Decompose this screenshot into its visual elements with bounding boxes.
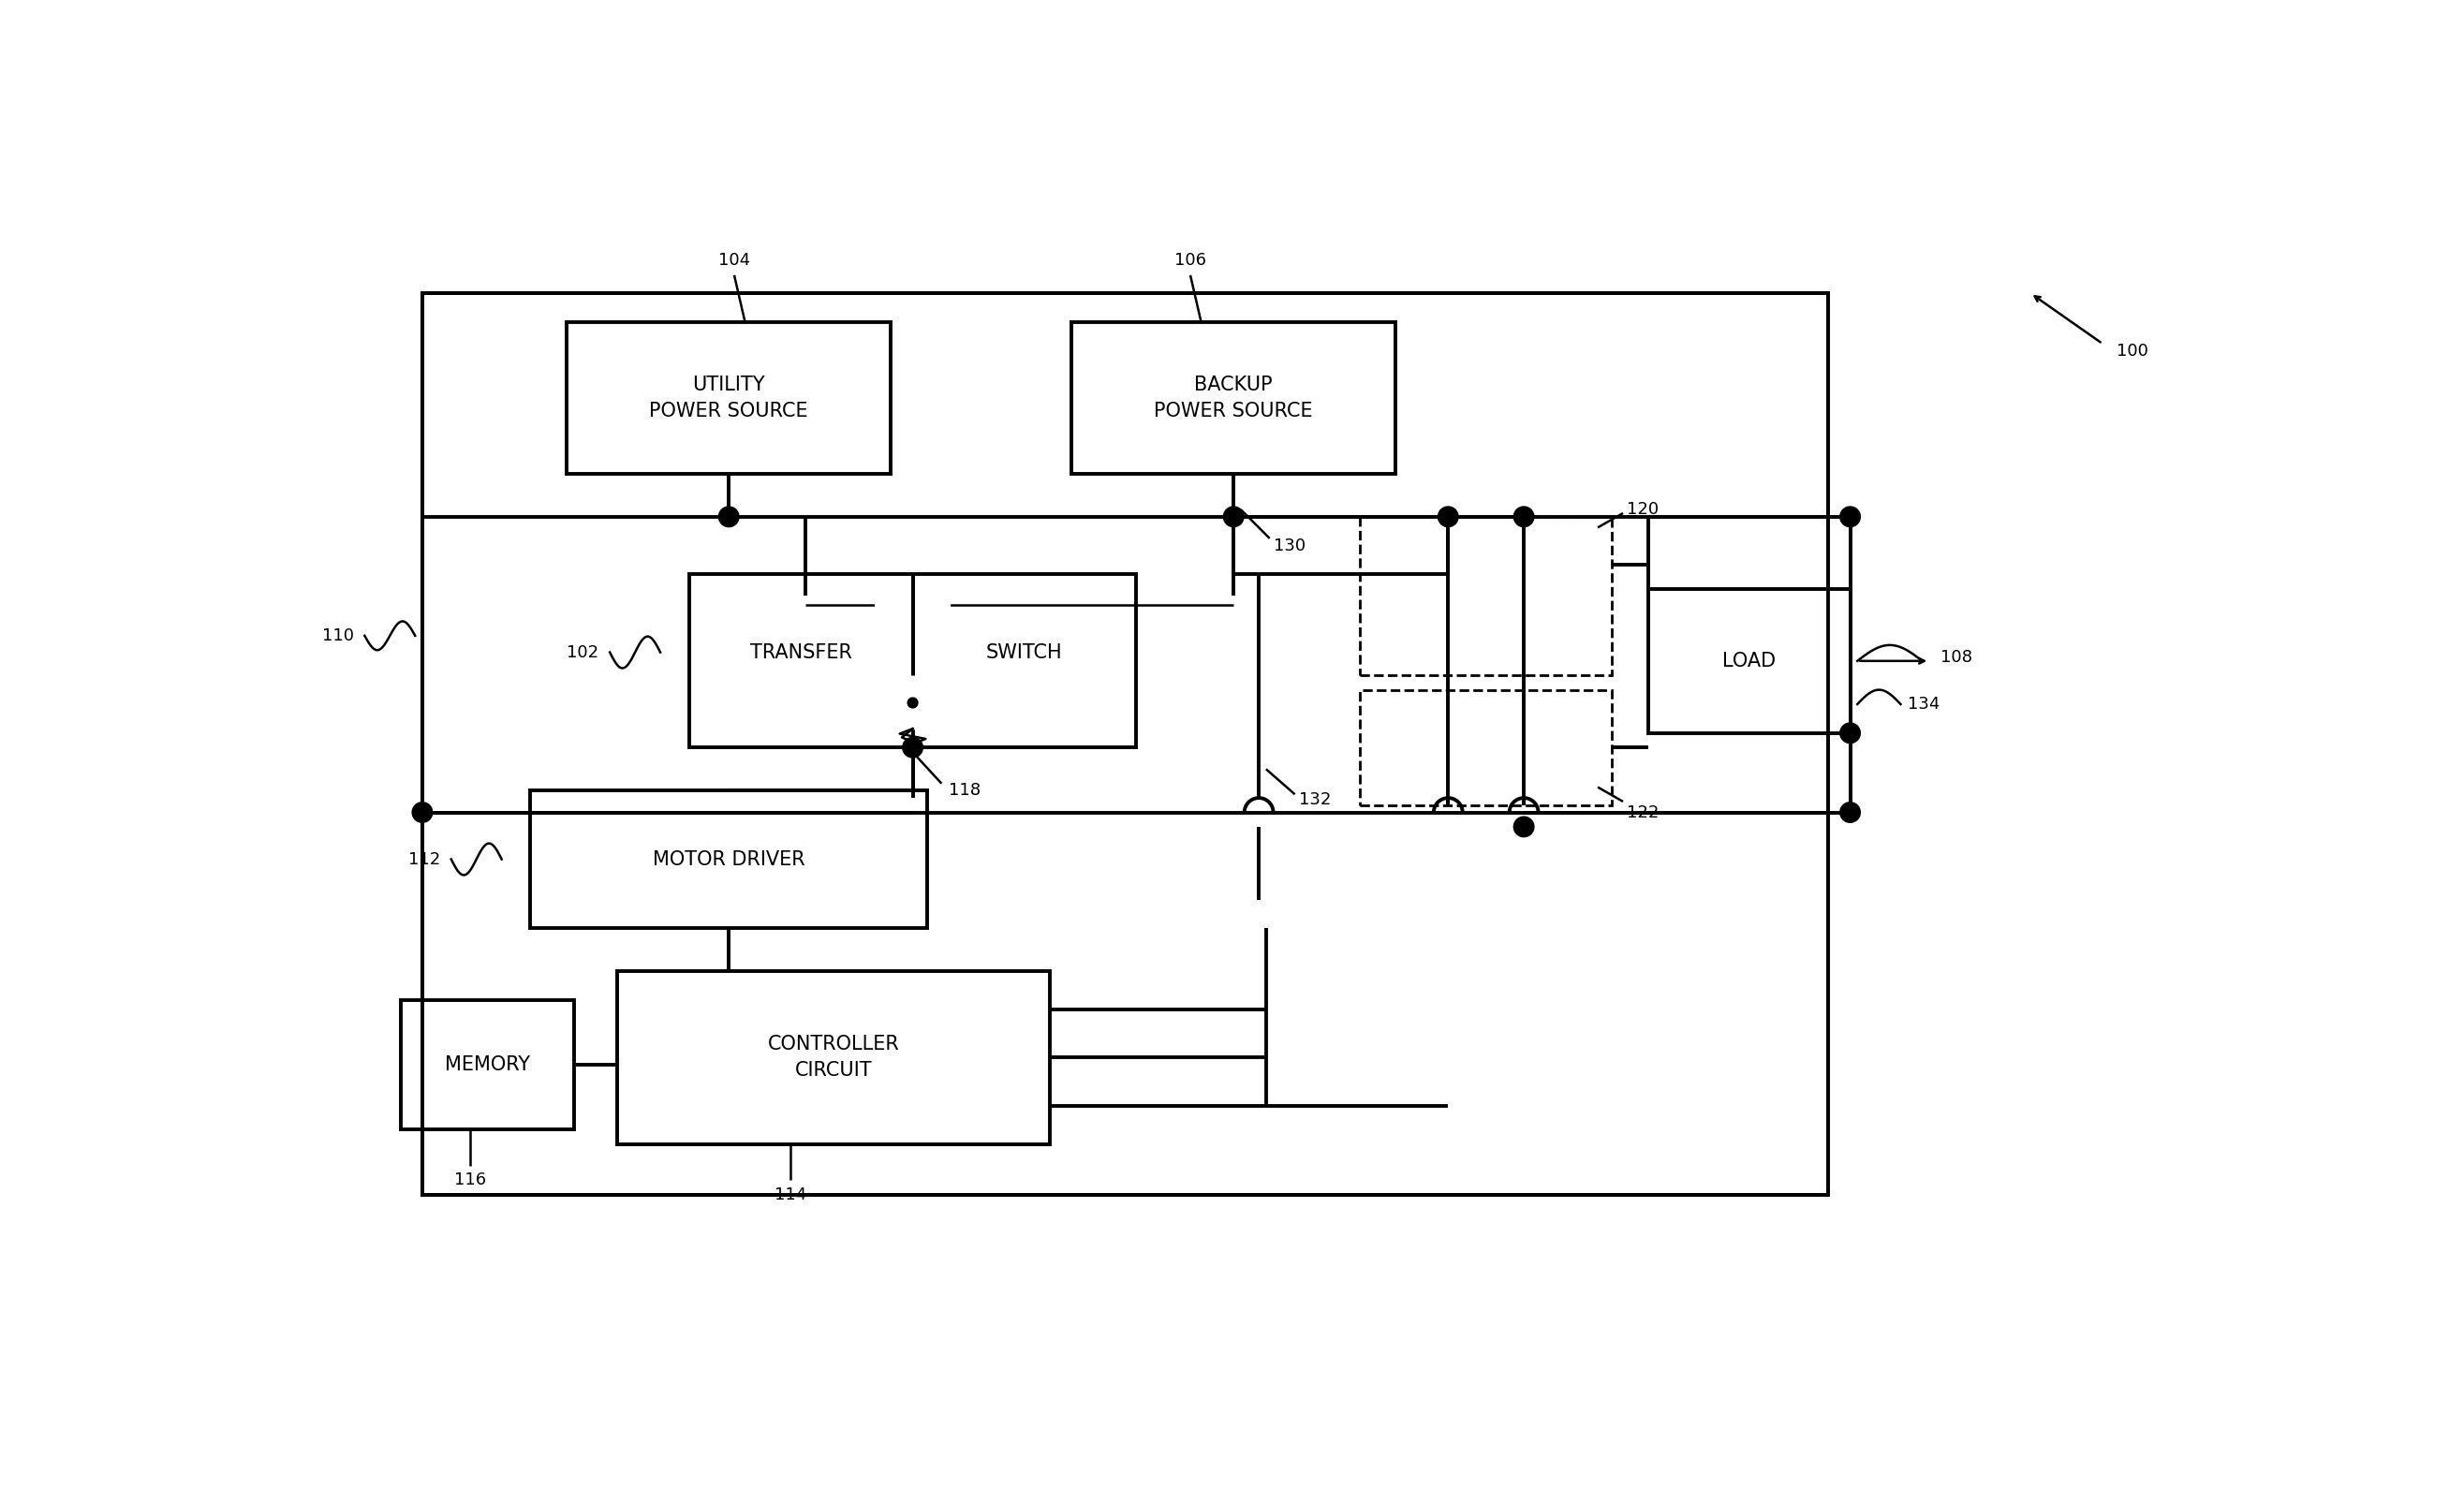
Text: BACKUP
POWER SOURCE: BACKUP POWER SOURCE [1153, 375, 1313, 420]
FancyBboxPatch shape [421, 293, 1828, 1195]
Circle shape [902, 738, 924, 757]
Text: 130: 130 [1274, 537, 1306, 554]
Text: 134: 134 [1907, 696, 1939, 713]
Text: CONTROLLER
CIRCUIT: CONTROLLER CIRCUIT [766, 1036, 899, 1080]
FancyBboxPatch shape [690, 574, 1136, 747]
Text: 122: 122 [1626, 804, 1658, 821]
Circle shape [1439, 506, 1459, 527]
Text: UTILITY
POWER SOURCE: UTILITY POWER SOURCE [650, 375, 808, 420]
Circle shape [1841, 506, 1860, 527]
Circle shape [1225, 506, 1244, 527]
Text: 114: 114 [774, 1186, 806, 1202]
FancyBboxPatch shape [616, 972, 1050, 1144]
Text: MEMORY: MEMORY [444, 1055, 530, 1074]
Text: 108: 108 [1939, 649, 1971, 665]
Text: MOTOR DRIVER: MOTOR DRIVER [653, 850, 806, 869]
Text: 116: 116 [453, 1171, 485, 1189]
FancyBboxPatch shape [530, 790, 926, 927]
Text: 110: 110 [323, 628, 355, 644]
Text: 132: 132 [1299, 792, 1331, 808]
Text: 100: 100 [2117, 342, 2149, 359]
Circle shape [1513, 817, 1535, 836]
FancyBboxPatch shape [402, 1000, 574, 1129]
Text: 106: 106 [1175, 253, 1207, 269]
Text: TRANSFER: TRANSFER [749, 643, 853, 662]
Circle shape [719, 506, 739, 527]
Circle shape [887, 677, 939, 729]
Text: 120: 120 [1626, 501, 1658, 518]
Text: 118: 118 [949, 783, 981, 799]
Text: 102: 102 [567, 644, 599, 661]
Circle shape [411, 802, 431, 823]
FancyBboxPatch shape [1072, 321, 1395, 473]
Circle shape [1513, 506, 1535, 527]
Circle shape [1841, 802, 1860, 823]
Circle shape [931, 595, 949, 615]
Text: 104: 104 [717, 253, 749, 269]
Circle shape [1841, 723, 1860, 743]
Text: SWITCH: SWITCH [986, 643, 1062, 662]
FancyBboxPatch shape [1648, 589, 1850, 734]
Circle shape [875, 595, 894, 615]
Circle shape [907, 698, 917, 708]
Text: 112: 112 [409, 851, 441, 868]
FancyBboxPatch shape [567, 321, 892, 473]
Text: LOAD: LOAD [1722, 652, 1777, 670]
